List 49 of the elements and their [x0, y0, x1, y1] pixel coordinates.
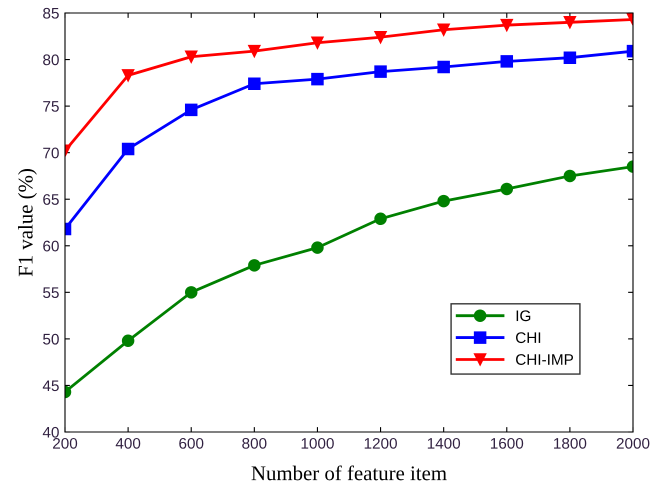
y-tick-label: 45 [42, 380, 59, 392]
point [248, 259, 261, 272]
x-tick-label: 1600 [490, 438, 524, 449]
legend-label: IG [516, 310, 530, 322]
x-tick-label: 1400 [428, 438, 460, 449]
point [122, 142, 134, 156]
x-tick-label: 400 [116, 438, 140, 449]
point [500, 18, 514, 32]
point [374, 212, 387, 226]
point [437, 60, 450, 74]
x-tick-label: 600 [179, 438, 204, 449]
point [248, 44, 261, 58]
point [437, 24, 450, 36]
legend-label: CHI [516, 332, 540, 344]
point [500, 55, 514, 68]
point [564, 16, 576, 29]
x-tick-label: 800 [242, 438, 266, 449]
point [311, 36, 324, 50]
point [184, 286, 198, 299]
point [437, 194, 450, 208]
y-tick-label: 70 [43, 148, 59, 158]
point [564, 170, 576, 182]
y-tick-label: 50 [43, 334, 59, 345]
y-tick-label: 40 [42, 426, 59, 438]
point [311, 241, 324, 254]
point [184, 50, 198, 64]
point [311, 72, 324, 86]
point [184, 104, 198, 116]
x-tick-label: 1800 [554, 438, 586, 449]
x-tick-label: 2000 [616, 438, 650, 449]
y-tick-label: 65 [43, 194, 59, 205]
point [122, 334, 134, 347]
point [374, 65, 387, 78]
point [374, 30, 387, 44]
y-tick-label: 60 [43, 240, 59, 252]
y-axis-title: F1 value (%) [18, 169, 37, 276]
point [564, 51, 576, 64]
legend-label: CHI-IMP [516, 354, 574, 365]
point [500, 182, 514, 196]
x-tick-label: 1200 [364, 438, 397, 449]
point [122, 69, 134, 82]
x-tick-label: 200 [53, 438, 78, 449]
x-tick-label: 1000 [302, 438, 334, 449]
y-tick-label: 55 [43, 287, 59, 298]
y-tick-label: 75 [43, 101, 59, 112]
point [248, 78, 261, 90]
y-tick-label: 85 [43, 8, 59, 19]
x-axis-title: Number of feature item [252, 465, 447, 480]
y-tick-label: 80 [43, 54, 59, 66]
